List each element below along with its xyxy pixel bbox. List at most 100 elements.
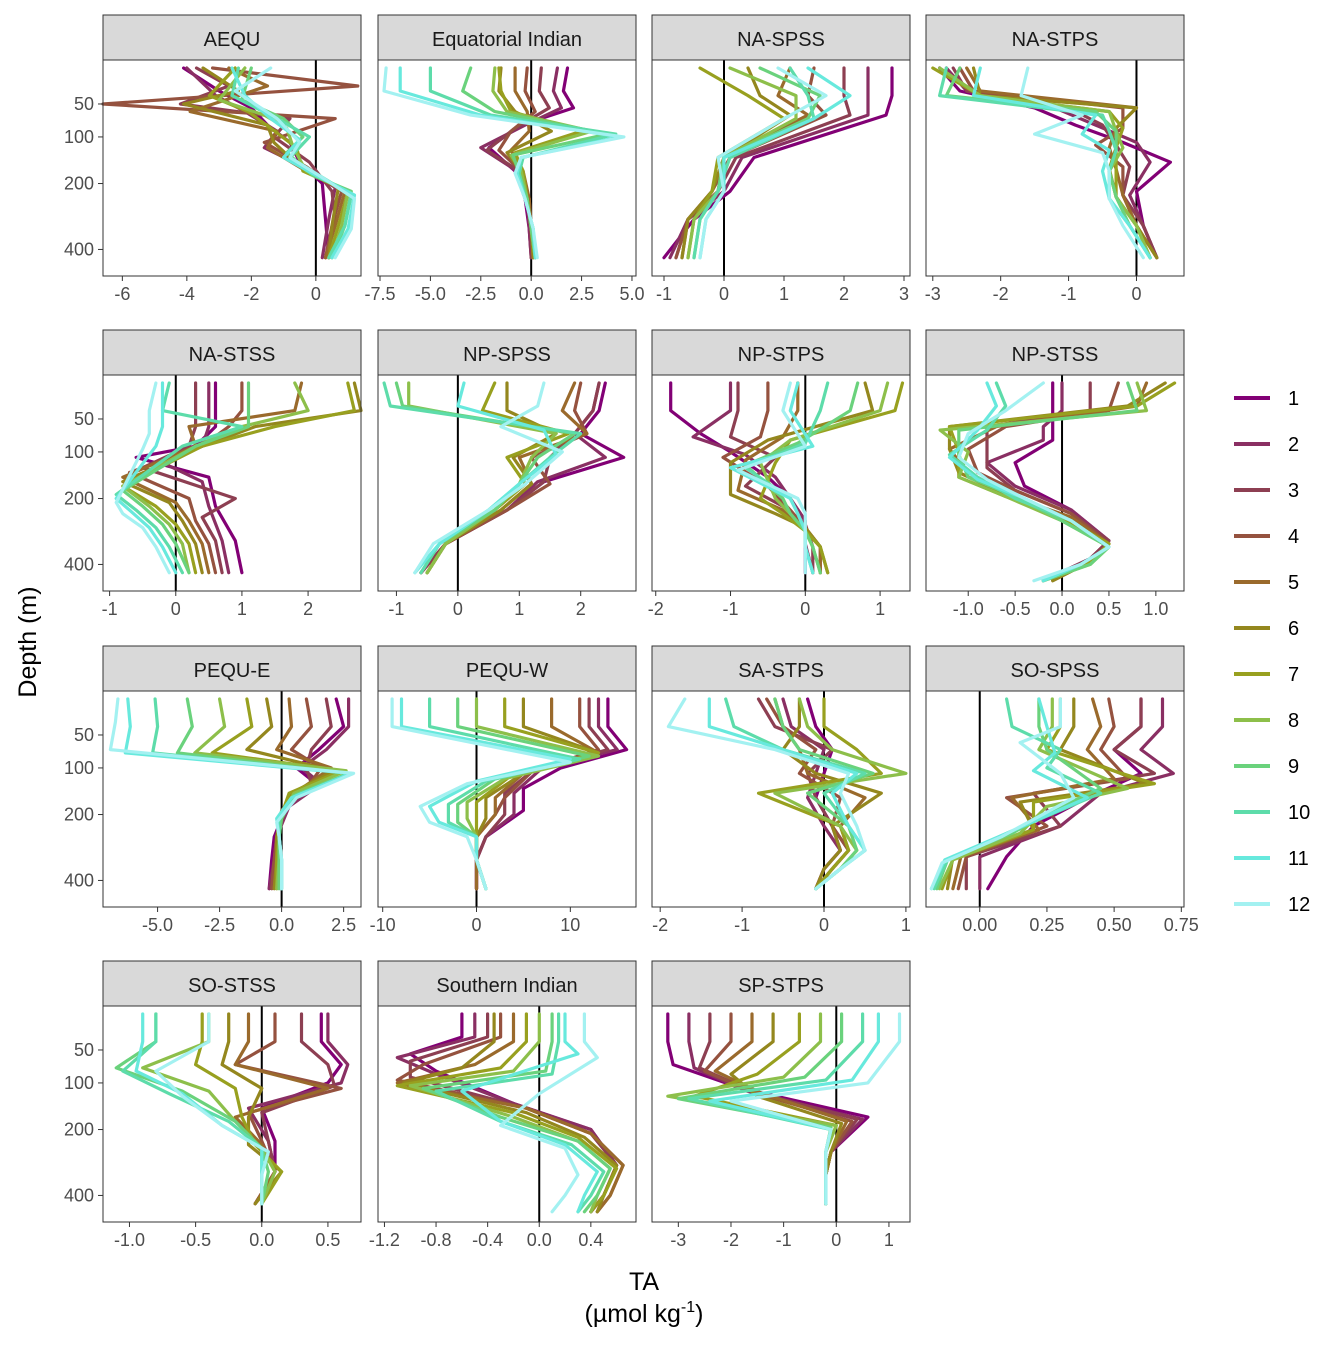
plot-border	[925, 59, 1185, 277]
y-tick-label: 100	[64, 1073, 94, 1093]
facet-panel: SO-STSS -1.0 -0.5 0.0 0.5 50 100 200 400	[64, 960, 362, 1250]
x-tick-label: -2.5	[204, 915, 235, 935]
x-tick-label: 2	[839, 284, 849, 304]
facet-strip	[651, 645, 911, 692]
facet-panel: AEQU -6 -4 -2 0 50 100 200 400	[64, 14, 362, 304]
x-tick-label: -1	[388, 599, 404, 619]
series-line-month-9	[773, 697, 875, 891]
plot-background	[652, 691, 910, 907]
legend-item: 3	[1234, 480, 1299, 502]
plot-background	[103, 1006, 361, 1222]
x-tick-label: 2	[303, 599, 313, 619]
y-tick-label: 200	[64, 489, 94, 509]
x-axis-unit-label: (µmol kg-1)	[585, 1299, 704, 1328]
facet-title: SO-STSS	[188, 975, 276, 997]
series-line-month-2	[978, 697, 1175, 891]
legend-item: 10	[1234, 802, 1310, 824]
plot-border	[651, 690, 911, 908]
facet-title: Equatorial Indian	[432, 29, 582, 51]
x-tick-label: 0.75	[1164, 915, 1199, 935]
x-tick-label: -2	[648, 599, 664, 619]
series-line-month-12	[233, 66, 357, 260]
y-tick-label: 100	[64, 127, 94, 147]
series-line-month-12	[957, 381, 1111, 583]
legend-label: 6	[1288, 618, 1299, 640]
y-tick-label: 50	[74, 94, 94, 114]
plot-background	[103, 691, 361, 907]
x-tick-label: 0.0	[1050, 599, 1075, 619]
x-tick-label: 2	[576, 599, 586, 619]
x-tick-label: -0.8	[421, 1230, 452, 1250]
facet-title: PEQU-E	[194, 660, 271, 682]
x-tick-label: 1	[901, 915, 911, 935]
series-line-month-7	[395, 1012, 619, 1214]
x-tick-label: -0.5	[180, 1230, 211, 1250]
x-tick-label: 1.0	[1143, 599, 1168, 619]
x-tick-label: 0.0	[249, 1230, 274, 1250]
plot-background	[378, 60, 636, 276]
y-tick-label: 400	[64, 239, 94, 259]
x-tick-label: -2	[723, 1230, 739, 1250]
facet-title: NP-STPS	[738, 344, 825, 366]
facet-strip	[377, 960, 637, 1007]
x-tick-label: 0.0	[269, 915, 294, 935]
legend-item: 4	[1234, 526, 1299, 548]
x-tick-label: 1	[514, 599, 524, 619]
x-tick-label: 5.0	[619, 284, 644, 304]
series-line-month-12	[666, 697, 867, 891]
x-tick-label: -1	[776, 1230, 792, 1250]
x-tick-label: 0	[1131, 284, 1141, 304]
facet-title: PEQU-W	[466, 660, 548, 682]
series-line-month-11	[413, 381, 558, 575]
facet-panel: Equatorial Indian -7.5 -5.0 -2.5 0.0 2.5 5.0	[365, 14, 644, 304]
facet-title: Southern Indian	[436, 975, 577, 997]
series-line-month-11	[971, 66, 1152, 260]
x-tick-label: 10	[560, 915, 580, 935]
plot-border	[102, 690, 362, 908]
legend-label: 3	[1288, 480, 1299, 502]
legend-item: 6	[1234, 618, 1299, 640]
x-tick-label: 1	[875, 599, 885, 619]
plot-border	[102, 59, 362, 277]
y-tick-label: 400	[64, 554, 94, 574]
facet-title: NA-STSS	[189, 344, 276, 366]
series-line-month-12	[698, 66, 828, 260]
x-tick-label: 1	[237, 599, 247, 619]
series-line-month-5	[965, 66, 1159, 260]
x-tick-label: -1	[656, 284, 672, 304]
x-tick-label: 3	[899, 284, 909, 304]
x-tick-label: -1.0	[953, 599, 984, 619]
x-tick-label: -1	[102, 599, 118, 619]
y-tick-label: 400	[64, 870, 94, 890]
series-line-month-5	[395, 1012, 625, 1214]
facet-title: NA-SPSS	[737, 29, 825, 51]
facet-panel: SP-STPS -3 -2 -1 0 1	[651, 960, 911, 1250]
y-tick-label: 50	[74, 409, 94, 429]
x-tick-label: -10	[370, 915, 396, 935]
facet-strip	[925, 645, 1185, 692]
series-line-month-12	[499, 1012, 599, 1214]
legend-label: 11	[1288, 848, 1309, 870]
x-tick-label: 0.50	[1097, 915, 1132, 935]
x-tick-label: -5.0	[415, 284, 446, 304]
facet-panel: NA-STPS -3 -2 -1 0	[925, 14, 1185, 304]
legend-item: 8	[1234, 710, 1299, 732]
legend-label: 1	[1288, 388, 1299, 410]
x-tick-label: 0	[472, 915, 482, 935]
facet-strip	[377, 14, 637, 61]
series-line-month-12	[929, 697, 1076, 891]
plot-border	[102, 1005, 362, 1223]
legend-item: 2	[1234, 434, 1299, 456]
x-tick-label: 2.5	[331, 915, 356, 935]
series-line-month-11	[460, 1012, 599, 1214]
legend-label: 12	[1288, 894, 1310, 916]
facet-panel: PEQU-W -10 0 10	[370, 645, 637, 935]
facet-title: SP-STPS	[738, 975, 824, 997]
series-line-month-9	[421, 1012, 612, 1214]
facet-panel: SO-SPSS 0.00 0.25 0.50 0.75	[925, 645, 1199, 935]
facet-panel: NA-STSS -1 0 1 2 50 100 200 400	[64, 329, 363, 619]
plot-border	[377, 374, 637, 592]
